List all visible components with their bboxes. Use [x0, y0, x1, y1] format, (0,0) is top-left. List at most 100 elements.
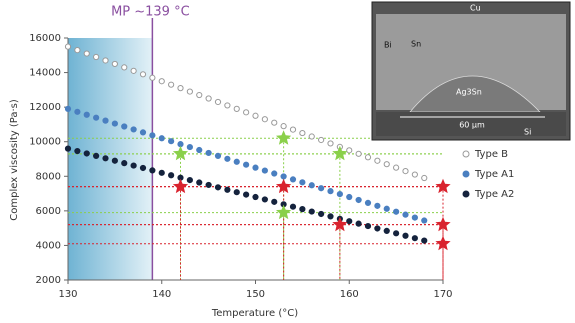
point [65, 146, 70, 151]
y-tick-label: 8000 [36, 171, 61, 182]
x-tick-label: 170 [433, 289, 452, 300]
point [253, 165, 258, 170]
point [319, 137, 324, 142]
point [140, 165, 145, 170]
point [122, 124, 127, 129]
point [169, 173, 174, 178]
point [356, 197, 361, 202]
point [103, 118, 108, 123]
point [422, 175, 427, 180]
x-axis-label: Temperature (°C) [211, 308, 298, 319]
point [347, 219, 352, 224]
legend-label: Type A2 [474, 189, 514, 200]
point [422, 218, 427, 223]
point [159, 170, 164, 175]
point [197, 180, 202, 185]
point [225, 103, 230, 108]
point [94, 115, 99, 120]
inset-label: Si [524, 128, 531, 137]
x-tick-label: 150 [246, 289, 265, 300]
point [347, 194, 352, 199]
point [84, 151, 89, 156]
point [347, 148, 352, 153]
point [75, 148, 80, 153]
point [234, 159, 239, 164]
point [140, 72, 145, 77]
inset-label: 60 µm [459, 121, 485, 130]
point [122, 161, 127, 166]
point [356, 151, 361, 156]
inset-label: Ag3Sn [456, 88, 482, 97]
inset-label: Bi [384, 41, 392, 50]
point [215, 99, 220, 104]
point [131, 163, 136, 168]
point [178, 86, 183, 91]
point [215, 153, 220, 158]
point [412, 172, 417, 177]
point [122, 65, 127, 70]
point [197, 92, 202, 97]
point [375, 226, 380, 231]
point [403, 169, 408, 174]
point [300, 130, 305, 135]
point [206, 182, 211, 187]
point [365, 223, 370, 228]
y-tick-label: 4000 [36, 240, 61, 251]
point [244, 162, 249, 167]
point [234, 190, 239, 195]
point [94, 153, 99, 158]
point [150, 133, 155, 138]
point [131, 127, 136, 132]
point [262, 117, 267, 122]
point [103, 156, 108, 161]
point [384, 228, 389, 233]
point [262, 197, 267, 202]
x-tick-label: 130 [58, 289, 77, 300]
point [150, 75, 155, 80]
point [412, 236, 417, 241]
point [262, 168, 267, 173]
point [84, 112, 89, 117]
legend-marker [463, 191, 469, 197]
point [309, 209, 314, 214]
point [281, 174, 286, 179]
point [300, 180, 305, 185]
point [225, 187, 230, 192]
point [319, 211, 324, 216]
point [159, 79, 164, 84]
point [94, 54, 99, 59]
point [253, 194, 258, 199]
point [206, 96, 211, 101]
point [281, 124, 286, 129]
point [187, 177, 192, 182]
y-tick-label: 16000 [29, 33, 61, 44]
point [272, 199, 277, 204]
point [394, 231, 399, 236]
point [365, 200, 370, 205]
point [103, 58, 108, 63]
point [375, 158, 380, 163]
point [112, 158, 117, 163]
point [159, 136, 164, 141]
y-tick-label: 6000 [36, 206, 61, 217]
point [290, 204, 295, 209]
point [65, 44, 70, 49]
point [244, 192, 249, 197]
point [328, 189, 333, 194]
point [337, 191, 342, 196]
point [375, 203, 380, 208]
point [206, 150, 211, 155]
point [300, 207, 305, 212]
point [290, 127, 295, 132]
melting-point-label: MP ~139 °C [111, 5, 190, 20]
legend-label: Type B [474, 149, 508, 160]
point [328, 141, 333, 146]
point [403, 212, 408, 217]
point [197, 147, 202, 152]
point [112, 121, 117, 126]
point [272, 171, 277, 176]
point [422, 238, 427, 243]
point [169, 139, 174, 144]
point [244, 110, 249, 115]
y-tick-label: 12000 [29, 102, 61, 113]
